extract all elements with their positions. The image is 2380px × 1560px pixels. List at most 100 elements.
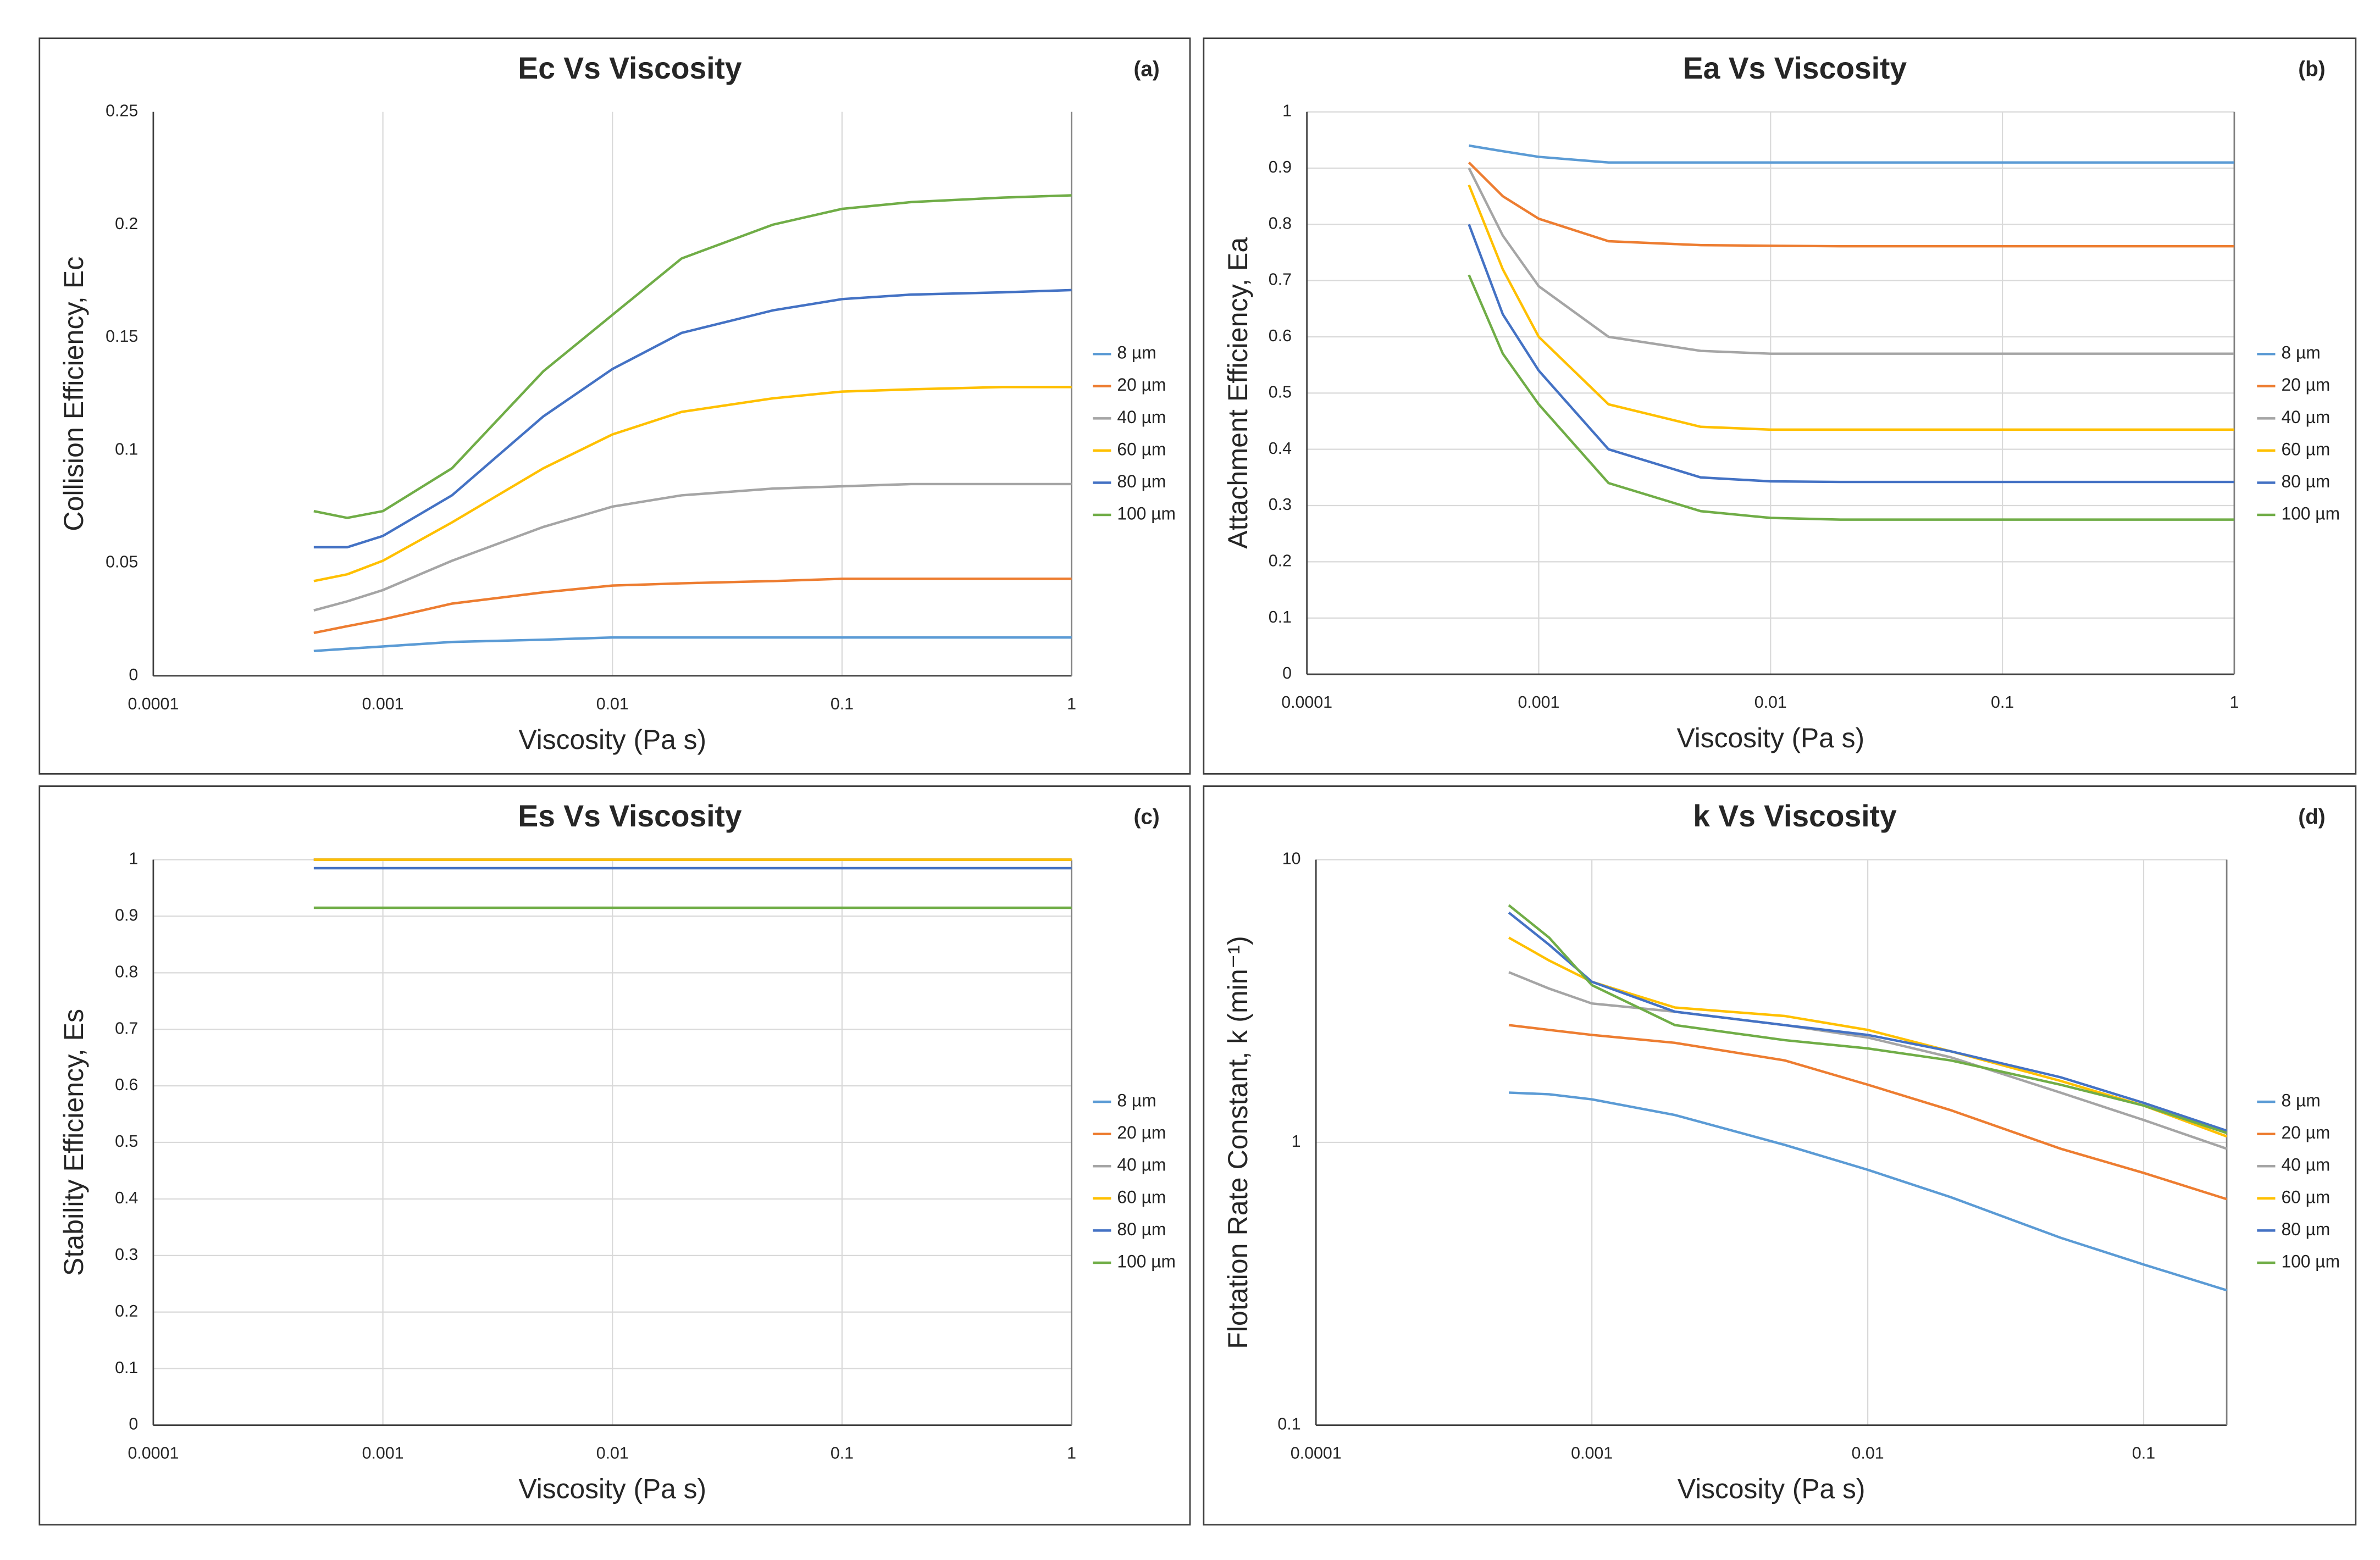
series-line	[1469, 144, 2234, 164]
legend-label: 100 µm	[1117, 1251, 1176, 1271]
y-axis-label: Attachment Efficiency, Ea	[1222, 237, 1253, 549]
legend-label: 40 µm	[1117, 1155, 1166, 1175]
panel-frame	[1203, 37, 2357, 775]
y-tick-label: 0	[129, 665, 138, 684]
y-tick-label: 0.1	[1269, 608, 1292, 626]
y-tick-label: 0.3	[1269, 495, 1292, 514]
y-tick-label: 0.4	[1269, 439, 1292, 458]
y-tick-label: 0.05	[106, 553, 138, 571]
x-tick-label: 0.0001	[1291, 1444, 1342, 1463]
series-line	[1468, 167, 2234, 355]
y-tick-label: 0.2	[115, 214, 138, 233]
series-line	[1508, 912, 2227, 1132]
legend-label: 80 µm	[2282, 1219, 2331, 1239]
series-line	[1508, 971, 2227, 1150]
legend-label: 80 µm	[2282, 471, 2331, 491]
series-line	[1468, 184, 2234, 431]
chart-title: Ea Vs Viscosity	[1683, 51, 1907, 85]
x-tick-label: 0.01	[1852, 1444, 1884, 1463]
y-tick-label: 0.7	[1269, 270, 1292, 289]
panel-label: (c)	[1134, 805, 1160, 829]
y-tick-label: 0.8	[1269, 214, 1292, 232]
y-tick-label: 0.6	[115, 1075, 138, 1094]
chart-title: Ec Vs Viscosity	[518, 51, 741, 85]
legend-label: 100 µm	[2282, 503, 2340, 523]
legend-label: 8 µm	[2282, 1090, 2321, 1110]
series-line	[1508, 936, 2227, 1138]
x-tick-label: 0.1	[831, 1444, 854, 1463]
y-tick-label: 0.7	[115, 1019, 138, 1037]
series-line	[1468, 162, 2234, 248]
series-line	[313, 288, 1072, 549]
y-tick-label: 1	[1292, 1132, 1301, 1151]
legend-label: 40 µm	[1117, 407, 1166, 427]
x-tick-label: 1	[1067, 1444, 1076, 1463]
y-tick-label: 0.8	[115, 962, 138, 981]
x-tick-label: 0.01	[596, 695, 629, 713]
y-axis-label: Collision Efficiency, Ec	[58, 257, 89, 531]
x-tick-label: 0.001	[362, 695, 404, 713]
x-tick-label: 0.1	[1991, 693, 2014, 712]
x-tick-label: 0.001	[1518, 693, 1559, 712]
y-tick-label: 1	[129, 849, 138, 868]
panel-label: (b)	[2298, 57, 2325, 81]
series-line	[313, 482, 1072, 612]
y-tick-label: 0.5	[1269, 382, 1292, 401]
legend-label: 20 µm	[2282, 375, 2331, 395]
panel-frame	[1203, 785, 2357, 1526]
panel-frame	[38, 785, 1191, 1526]
legend-label: 60 µm	[2282, 439, 2331, 459]
legend-label: 100 µm	[2282, 1251, 2340, 1271]
panel-label: (a)	[1134, 57, 1160, 81]
legend-label: 60 µm	[1117, 1187, 1166, 1207]
y-tick-label: 0.5	[115, 1132, 138, 1151]
series-line	[313, 194, 1072, 519]
x-tick-label: 1	[2229, 693, 2239, 712]
y-tick-label: 0.25	[106, 102, 138, 120]
x-tick-label: 0.001	[1571, 1444, 1613, 1463]
x-tick-label: 0.1	[831, 695, 854, 713]
y-tick-label: 10	[1282, 849, 1301, 868]
legend-label: 8 µm	[1117, 343, 1156, 363]
legend-label: 20 µm	[1117, 1123, 1166, 1142]
panel-frame	[38, 37, 1191, 775]
chart-title: Es Vs Viscosity	[518, 799, 741, 833]
panel-label: (d)	[2298, 805, 2325, 829]
chart-title: k Vs Viscosity	[1693, 799, 1897, 833]
y-tick-label: 0.1	[115, 1358, 138, 1377]
x-axis-label: Viscosity (Pa s)	[1677, 723, 1864, 753]
y-tick-label: 0	[1282, 664, 1292, 682]
x-tick-label: 0.0001	[128, 1444, 179, 1463]
x-axis-label: Viscosity (Pa s)	[519, 1474, 706, 1505]
y-tick-label: 0.4	[115, 1189, 138, 1207]
legend-label: 8 µm	[2282, 343, 2321, 363]
legend-label: 8 µm	[1117, 1090, 1156, 1110]
legend-label: 60 µm	[1117, 439, 1166, 459]
y-tick-label: 0.9	[115, 906, 138, 924]
y-axis-label: Flotation Rate Constant, k (min⁻¹)	[1222, 936, 1253, 1349]
x-tick-label: 1	[1067, 695, 1076, 713]
legend-label: 60 µm	[2282, 1187, 2331, 1207]
legend-label: 20 µm	[1117, 375, 1166, 395]
x-tick-label: 0.0001	[128, 695, 179, 713]
x-tick-label: 0.0001	[1281, 693, 1332, 712]
series-line	[1508, 1091, 2227, 1292]
y-tick-label: 1	[1282, 102, 1292, 120]
x-tick-label: 0.1	[2132, 1444, 2155, 1463]
series-line	[313, 636, 1072, 652]
y-tick-label: 0.1	[115, 440, 138, 458]
legend-label: 40 µm	[2282, 1155, 2331, 1175]
legend-label: 80 µm	[1117, 471, 1166, 491]
y-tick-label: 0.15	[106, 327, 138, 346]
series-line	[313, 578, 1072, 635]
y-tick-label: 0.1	[1277, 1415, 1300, 1434]
y-tick-label: 0.6	[1269, 326, 1292, 345]
y-tick-label: 0.3	[115, 1245, 138, 1264]
x-axis-label: Viscosity (Pa s)	[1678, 1474, 1865, 1505]
x-tick-label: 0.01	[596, 1444, 629, 1463]
y-tick-label: 0.2	[115, 1302, 138, 1320]
x-tick-label: 0.001	[362, 1444, 404, 1463]
y-tick-label: 0	[129, 1415, 138, 1434]
